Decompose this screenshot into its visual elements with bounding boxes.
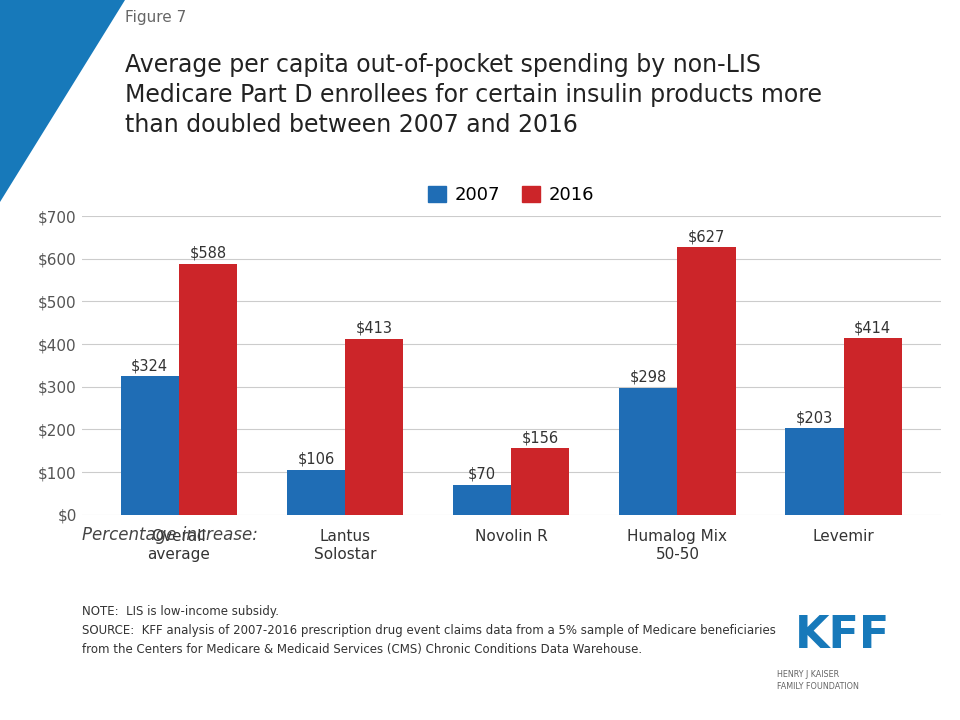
Text: 81%: 81% (143, 567, 192, 586)
Legend: 2007, 2016: 2007, 2016 (422, 180, 600, 210)
Text: 291%: 291% (307, 567, 372, 586)
Text: 110%: 110% (651, 567, 715, 586)
Text: $588: $588 (189, 246, 227, 261)
Bar (844, 338, 901, 515)
Bar (785, 428, 844, 515)
Text: Figure 7: Figure 7 (125, 9, 186, 24)
Bar (179, 264, 237, 515)
Bar (287, 469, 345, 515)
Text: $413: $413 (355, 320, 393, 336)
Text: KFF: KFF (795, 613, 890, 657)
Text: $627: $627 (687, 229, 725, 244)
Text: $156: $156 (521, 431, 559, 445)
Text: Percentage increase:: Percentage increase: (82, 526, 257, 544)
Bar (511, 449, 569, 515)
Bar (678, 247, 735, 515)
Text: $70: $70 (468, 467, 496, 482)
Text: Average per capita out-of-pocket spending by non-LIS
Medicare Part D enrollees f: Average per capita out-of-pocket spendin… (125, 53, 822, 137)
Bar (121, 377, 179, 515)
Text: $298: $298 (630, 369, 667, 384)
Text: NOTE:  LIS is low-income subsidy.
SOURCE:  KFF analysis of 2007-2016 prescriptio: NOTE: LIS is low-income subsidy. SOURCE:… (82, 605, 776, 656)
Polygon shape (0, 0, 125, 202)
Text: $324: $324 (132, 359, 168, 374)
Text: 123%: 123% (479, 567, 543, 586)
Text: 104%: 104% (823, 567, 887, 586)
Text: HENRY J KAISER
FAMILY FOUNDATION: HENRY J KAISER FAMILY FOUNDATION (777, 670, 859, 691)
Text: $106: $106 (298, 451, 334, 467)
Bar (619, 387, 678, 515)
Text: $203: $203 (796, 410, 833, 425)
Text: $414: $414 (854, 320, 891, 335)
Bar (345, 338, 403, 515)
Bar (453, 485, 511, 515)
